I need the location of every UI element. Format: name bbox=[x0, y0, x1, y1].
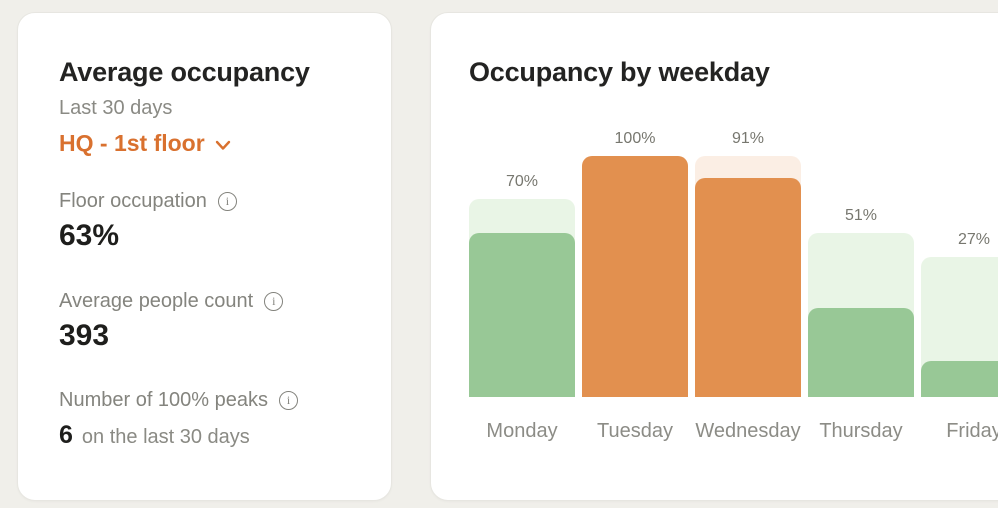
bar-group-tuesday: 100% bbox=[582, 130, 688, 397]
average-people-count-value: 393 bbox=[59, 319, 110, 352]
average-occupancy-title: Average occupancy bbox=[59, 57, 310, 87]
bar-group-monday: 70% bbox=[469, 156, 575, 397]
info-icon[interactable]: i bbox=[264, 292, 284, 311]
average-occupancy-card: Average occupancy Last 30 days HQ - 1st … bbox=[17, 12, 392, 501]
axis-label-thursday: Thursday bbox=[819, 420, 903, 442]
floor-selector-dropdown[interactable]: HQ - 1st floor bbox=[59, 130, 231, 157]
occupancy-bar-monday[interactable] bbox=[469, 233, 575, 397]
value-label-tuesday: 100% bbox=[614, 129, 656, 147]
occupancy-by-weekday-title: Occupancy by weekday bbox=[469, 57, 770, 87]
value-label-thursday: 51% bbox=[844, 206, 878, 224]
bar-group-friday: 27% bbox=[921, 156, 998, 397]
chevron-down-icon bbox=[215, 130, 231, 157]
peaks-value-suffix: on the last 30 days bbox=[81, 426, 250, 448]
metric-label: Floor occupation bbox=[59, 190, 207, 212]
period-subtitle: Last 30 days bbox=[59, 97, 173, 119]
bar-group-thursday: 51% bbox=[808, 156, 914, 397]
info-icon[interactable]: i bbox=[217, 192, 237, 211]
occupancy-bar-wednesday[interactable] bbox=[695, 177, 801, 397]
floor-occupation-value: 63% bbox=[59, 219, 120, 252]
bar-group-wednesday: 91% bbox=[695, 130, 801, 397]
metric-peaks: Number of 100% peaks i bbox=[59, 389, 351, 412]
axis-label-tuesday: Tuesday bbox=[597, 420, 673, 442]
occupancy-bar-friday[interactable] bbox=[921, 360, 998, 397]
peaks-value: 6 bbox=[59, 421, 73, 449]
axis-label-monday: Monday bbox=[486, 420, 558, 442]
metric-label: Number of 100% peaks bbox=[59, 389, 269, 411]
value-label-friday: 27% bbox=[957, 230, 991, 248]
metric-label: Average people count bbox=[59, 290, 254, 312]
value-label-monday: 70% bbox=[505, 173, 539, 190]
metric-floor-occupation: Floor occupation i bbox=[59, 190, 351, 213]
occupancy-by-weekday-card: Occupancy by weekday 70% 100% 91% 51% 27% Mo… bbox=[430, 12, 998, 501]
value-label-wednesday: 91% bbox=[731, 129, 765, 147]
weekday-axis-labels: Monday Tuesday Wednesday Thursday Friday bbox=[469, 420, 998, 443]
weekday-bar-chart: 70% 100% 91% 51% 27% bbox=[469, 130, 998, 397]
peaks-value-row: 6 on the last 30 days bbox=[59, 421, 351, 450]
occupancy-bar-thursday[interactable] bbox=[808, 307, 914, 397]
info-icon[interactable]: i bbox=[279, 391, 299, 410]
axis-label-friday: Friday bbox=[946, 420, 998, 442]
occupancy-bar-tuesday[interactable] bbox=[582, 156, 688, 397]
floor-selector-label: HQ - 1st floor bbox=[59, 130, 205, 156]
metric-average-people-count: Average people count i bbox=[59, 290, 351, 313]
axis-label-wednesday: Wednesday bbox=[695, 420, 801, 442]
